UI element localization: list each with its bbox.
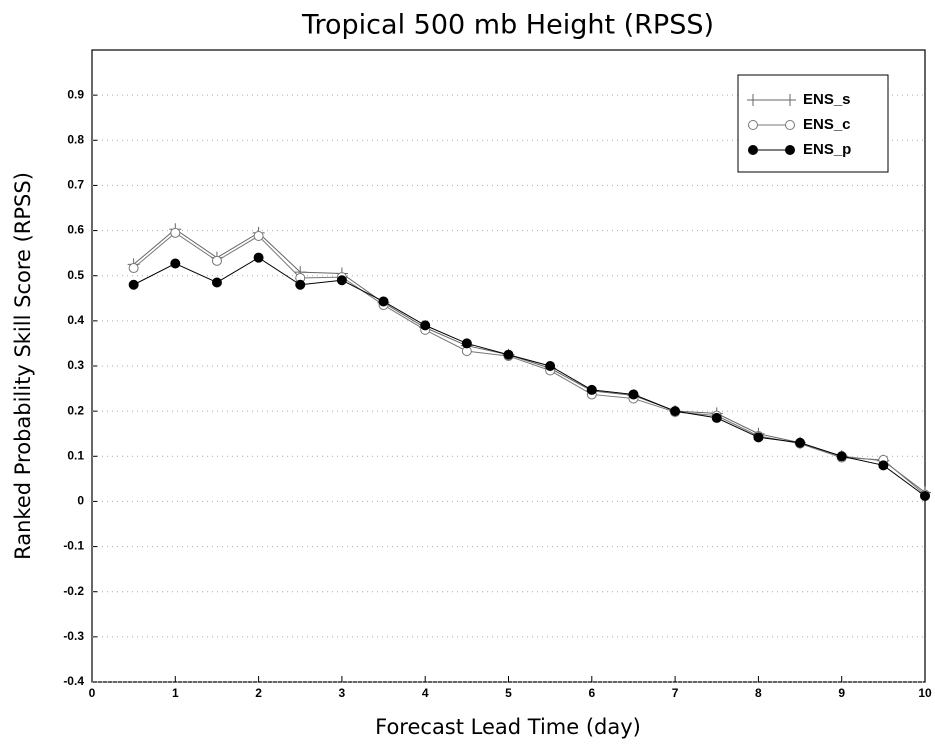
y-tick-label: 0.8 [67, 132, 84, 146]
marker [628, 389, 639, 400]
marker [336, 275, 347, 286]
x-tick-label: 8 [755, 686, 762, 700]
marker [170, 227, 181, 238]
marker [836, 451, 847, 462]
marker [748, 145, 758, 155]
marker [253, 230, 264, 241]
x-tick-label: 10 [918, 686, 932, 700]
marker [128, 263, 139, 274]
x-tick-label: 2 [255, 686, 262, 700]
y-tick-label: 0.4 [67, 313, 84, 327]
marker [878, 460, 889, 471]
x-tick-label: 6 [588, 686, 595, 700]
y-tick-label: -0.2 [63, 584, 84, 598]
legend-label: ENS_s [803, 91, 851, 108]
series-line [133, 228, 926, 493]
x-tick-label: 9 [838, 686, 845, 700]
marker [795, 437, 806, 448]
marker [461, 338, 472, 349]
y-tick-label: 0.3 [67, 358, 84, 372]
marker [211, 255, 222, 266]
series-line [133, 232, 926, 496]
marker [420, 320, 431, 331]
chart-title: Tropical 500 mb Height (RPSS) [301, 10, 714, 41]
marker [785, 145, 795, 155]
marker [128, 279, 139, 290]
x-tick-label: 5 [505, 686, 512, 700]
x-tick-label: 3 [339, 686, 346, 700]
marker [785, 120, 795, 130]
marker [670, 406, 681, 417]
marker [211, 277, 222, 288]
series-line [133, 257, 926, 497]
marker [378, 296, 389, 307]
x-tick-label: 7 [672, 686, 679, 700]
y-tick-label: 0.1 [67, 448, 84, 462]
marker [253, 252, 264, 263]
y-tick-label: -0.1 [63, 539, 84, 553]
marker [170, 258, 181, 269]
marker [586, 384, 597, 395]
y-tick-label: 0.6 [67, 223, 84, 237]
marker [503, 349, 514, 360]
y-tick-label: 0.2 [67, 403, 84, 417]
marker [545, 361, 556, 371]
x-tick-label: 4 [422, 686, 429, 700]
x-tick-label: 1 [172, 686, 179, 700]
legend-box [737, 74, 889, 173]
legend-label: ENS_p [803, 141, 851, 158]
y-tick-label: -0.4 [63, 674, 84, 688]
marker [748, 120, 758, 130]
y-tick-label: 0.5 [67, 268, 84, 282]
y-tick-label: 0 [77, 494, 84, 508]
marker [711, 412, 722, 423]
marker [920, 491, 930, 502]
y-tick-label: -0.3 [63, 629, 84, 643]
marker [753, 432, 764, 443]
y-tick-label: 0.9 [67, 87, 84, 101]
legend-label: ENS_c [803, 116, 851, 133]
x-tick-label: 0 [89, 686, 96, 700]
y-axis-label: Ranked Probability Skill Score (RPSS) [11, 172, 35, 560]
marker [747, 94, 759, 106]
y-tick-label: 0.7 [67, 178, 84, 192]
x-axis-label: Forecast Lead Time (day) [375, 715, 641, 739]
marker [784, 94, 796, 106]
marker [295, 279, 306, 290]
